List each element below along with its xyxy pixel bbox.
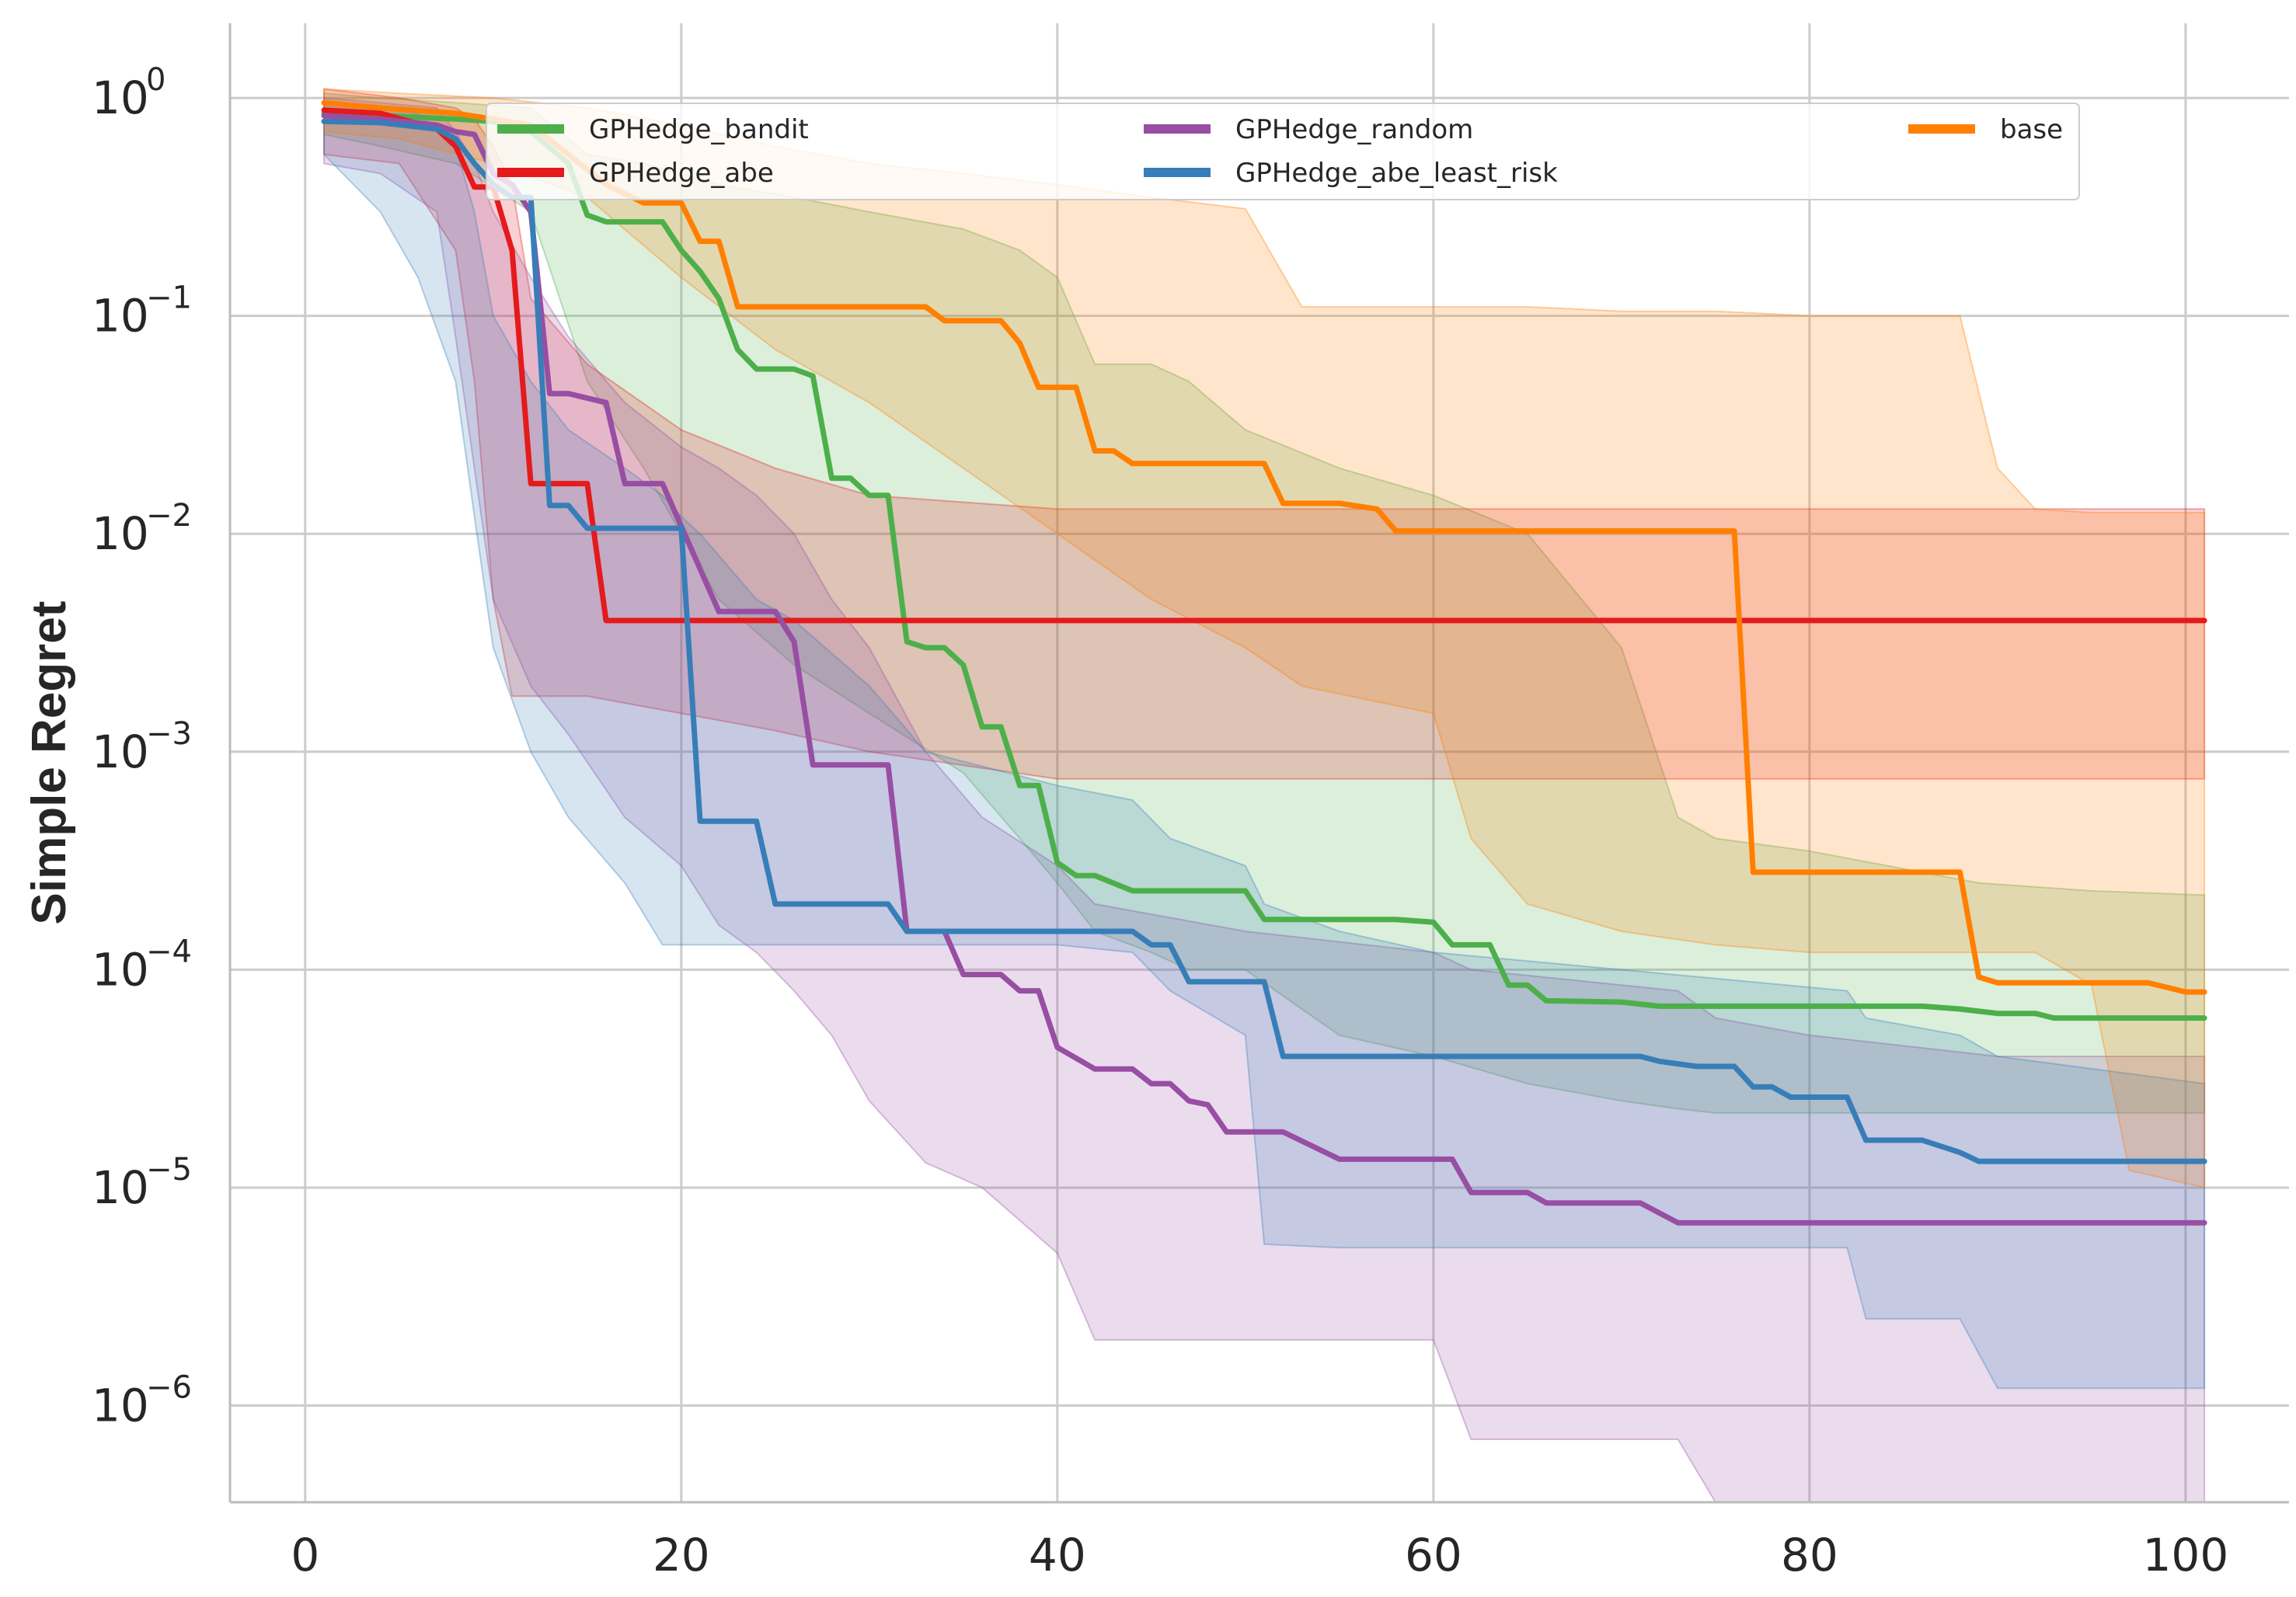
svg-text:−1: −1 bbox=[146, 280, 192, 316]
grid-lines bbox=[230, 23, 2289, 1502]
x-tick-label-100: 100 bbox=[2143, 1529, 2229, 1581]
svg-text:10: 10 bbox=[92, 290, 149, 343]
y-tick-label-1: 10−1 bbox=[92, 280, 192, 343]
band-GPHedge_bandit bbox=[323, 92, 2206, 1114]
legend-label-GPHedge_abe: GPHedge_abe bbox=[589, 158, 774, 189]
y-tick-label-3: 10−3 bbox=[92, 716, 192, 778]
legend: GPHedge_bandit GPHedge_abe GPHedge_random G… bbox=[486, 103, 2080, 200]
x-tick-label-0: 0 bbox=[291, 1529, 319, 1581]
x-tick-labels: 0 20 40 60 80 100 bbox=[291, 1529, 2228, 1581]
svg-text:10: 10 bbox=[92, 725, 149, 778]
y-tick-label-0: 100 bbox=[92, 62, 165, 124]
svg-text:−2: −2 bbox=[146, 498, 192, 534]
legend-item-GPHedge_bandit: GPHedge_bandit bbox=[497, 114, 809, 145]
svg-text:−4: −4 bbox=[146, 934, 192, 969]
x-tick-label-80: 80 bbox=[1781, 1529, 1838, 1581]
legend-label-GPHedge_bandit: GPHedge_bandit bbox=[589, 114, 809, 145]
svg-text:−3: −3 bbox=[146, 716, 192, 752]
svg-text:10: 10 bbox=[92, 507, 149, 560]
legend-item-GPHedge_random: GPHedge_random bbox=[1144, 114, 1473, 145]
x-tick-label-40: 40 bbox=[1029, 1529, 1086, 1581]
y-axis-label: Simple Regret bbox=[23, 601, 76, 925]
x-tick-label-60: 60 bbox=[1405, 1529, 1462, 1581]
y-tick-label-6: 10−6 bbox=[92, 1370, 192, 1432]
y-tick-label-2: 10−2 bbox=[92, 498, 192, 560]
svg-text:−5: −5 bbox=[146, 1152, 192, 1188]
svg-text:10: 10 bbox=[92, 943, 149, 996]
y-tick-label-4: 10−4 bbox=[92, 934, 192, 996]
x-tick-label-20: 20 bbox=[653, 1529, 710, 1581]
svg-text:10: 10 bbox=[92, 1161, 149, 1214]
band-GPHedge_random bbox=[323, 97, 2206, 1502]
legend-item-GPHedge_abe_least_risk: GPHedge_abe_least_risk bbox=[1144, 158, 1558, 189]
confidence-bands bbox=[323, 88, 2206, 1502]
line-GPHedge_random bbox=[321, 113, 2207, 1226]
svg-text:10: 10 bbox=[92, 1380, 149, 1432]
line-GPHedge_bandit bbox=[321, 110, 2207, 1021]
y-tick-label-5: 10−5 bbox=[92, 1152, 192, 1214]
legend-item-base: base bbox=[1908, 114, 2063, 145]
svg-text:−6: −6 bbox=[146, 1370, 192, 1406]
legend-label-base: base bbox=[2000, 114, 2063, 145]
legend-label-GPHedge_random: GPHedge_random bbox=[1235, 114, 1473, 145]
legend-label-GPHedge_abe_least_risk: GPHedge_abe_least_risk bbox=[1235, 158, 1558, 189]
svg-text:10: 10 bbox=[92, 71, 149, 124]
axes bbox=[228, 23, 2289, 1504]
svg-text:0: 0 bbox=[146, 62, 165, 98]
legend-box bbox=[486, 103, 2080, 200]
legend-item-GPHedge_abe: GPHedge_abe bbox=[497, 158, 774, 189]
